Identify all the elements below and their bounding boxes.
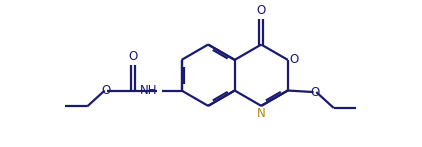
Text: O: O	[129, 50, 138, 63]
Text: NH: NH	[140, 84, 158, 97]
Text: O: O	[257, 4, 266, 17]
Text: O: O	[310, 86, 319, 98]
Text: O: O	[102, 84, 111, 97]
Text: N: N	[257, 107, 265, 120]
Text: O: O	[289, 53, 298, 66]
